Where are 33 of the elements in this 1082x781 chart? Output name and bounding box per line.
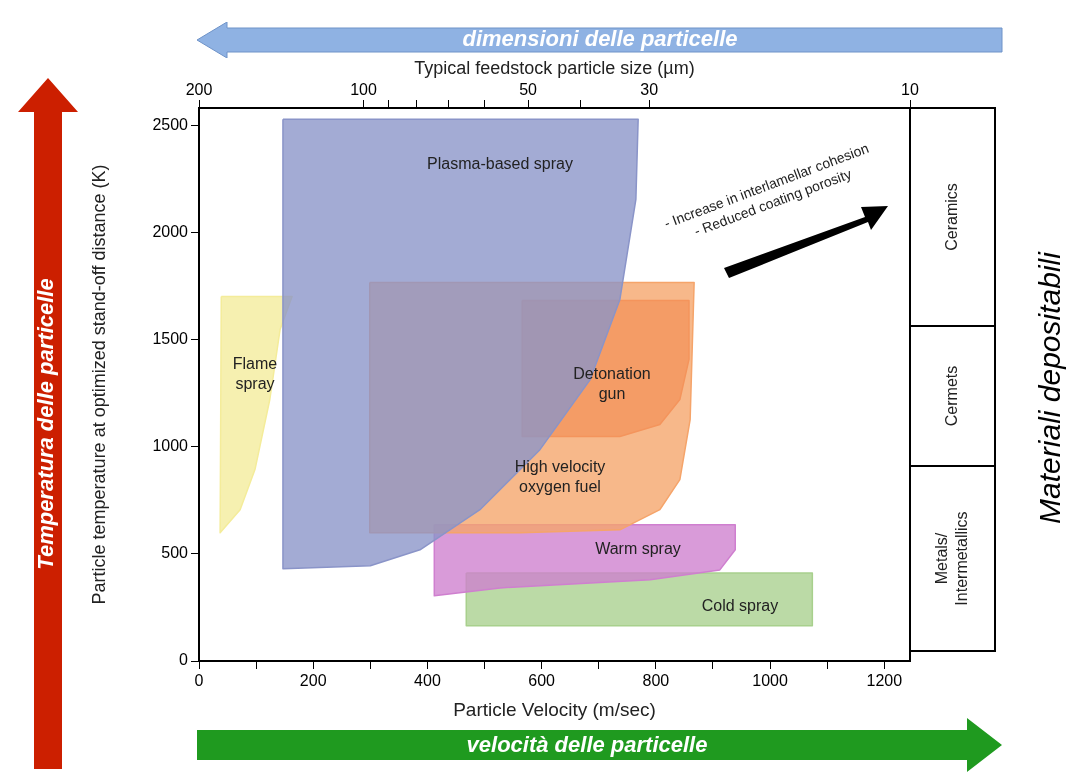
text: velocità delle particelle <box>465 731 709 759</box>
x-axis-title: Particle Velocity (m/sec) <box>453 698 656 720</box>
x-tick-label: 1200 <box>866 672 903 690</box>
x-tick-label: 0 <box>194 672 204 690</box>
text: Temperatura delle particelle <box>32 277 59 572</box>
y-tick-label: 2000 <box>152 222 189 240</box>
series-label: Warm spray <box>595 540 681 558</box>
text: Ceramics <box>942 183 960 251</box>
x-tick-label: 1000 <box>752 672 788 690</box>
y-tick-label: 1500 <box>152 329 189 347</box>
text: Cermets <box>942 365 960 427</box>
x2-axis-title: Typical feedstock particle size (µm) <box>414 57 695 78</box>
series-label: Cold spray <box>701 597 779 615</box>
text: Metals/ Intermetallics <box>932 511 970 606</box>
x2-tick-label: 30 <box>640 80 659 98</box>
text: Materiali depositabili <box>1032 250 1067 526</box>
x2-tick-label: 200 <box>185 80 213 98</box>
y-tick-label: 0 <box>179 651 189 669</box>
y-axis-title: Particle temperature at optimized stand-off distance (K) <box>88 164 109 605</box>
series-label: Detonation gun <box>573 365 651 403</box>
x2-tick-label: 50 <box>519 80 538 98</box>
series-label: Flame spray <box>232 355 278 393</box>
x-tick-label: 600 <box>528 672 556 690</box>
y-tick-label: 500 <box>161 544 189 562</box>
x-tick-label: 200 <box>299 672 327 690</box>
series-label: High velocity oxygen fuel <box>514 458 606 496</box>
x-tick-label: 400 <box>414 672 441 690</box>
x2-tick-label: 10 <box>901 80 919 98</box>
y-tick-label: 1000 <box>152 437 189 455</box>
series-label: Plasma-based spray <box>427 155 573 173</box>
y-tick-label: 2500 <box>152 115 189 133</box>
x-tick-label: 800 <box>642 672 670 690</box>
x2-tick-label: 100 <box>350 80 377 98</box>
